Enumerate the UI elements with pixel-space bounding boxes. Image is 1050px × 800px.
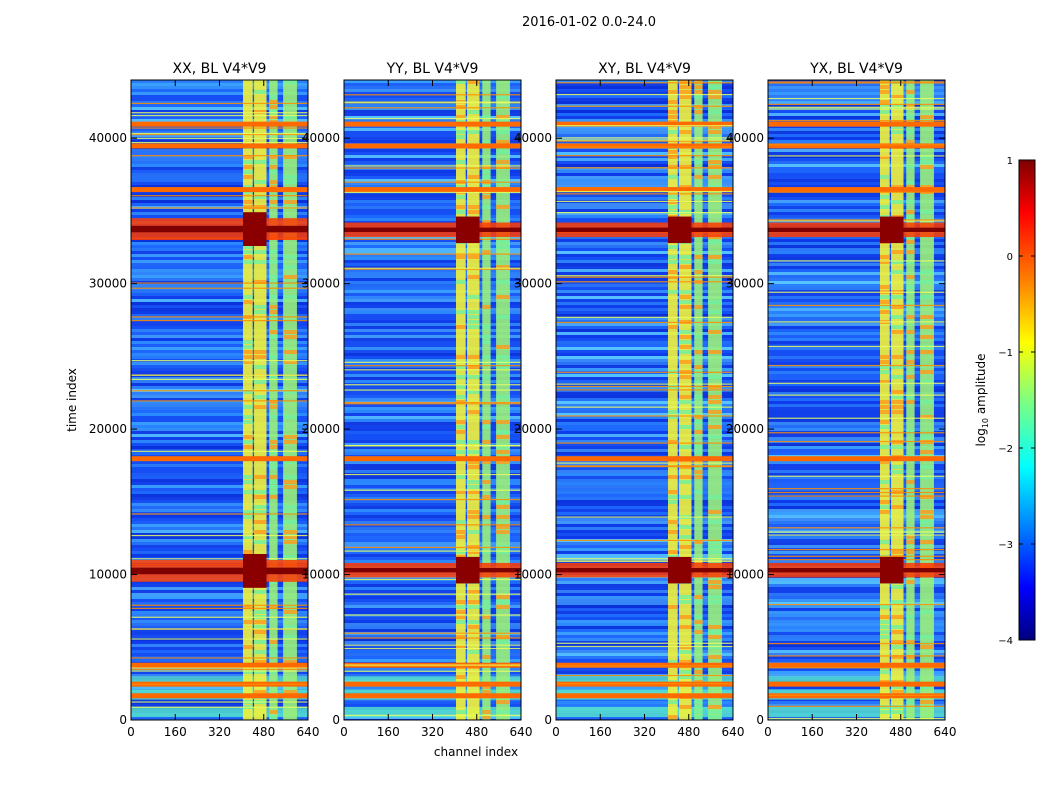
flagged-row: [556, 121, 733, 127]
colorbar-label: log10 amplitude: [974, 354, 990, 447]
colorbar-tick-label: −1: [998, 348, 1013, 359]
y-tick-label: 40000: [89, 131, 127, 145]
panel-0: XX, BL V4*V9 0 160 320 480 640 0 10000 20000 3000…: [89, 61, 320, 739]
heatmap-image: [131, 80, 308, 720]
x-tick-label: 0: [552, 725, 560, 739]
x-tick-label: 0: [127, 725, 135, 739]
panel-2: XY, BL V4*V9 0 160 320 480 640 0 10000 20000 3000…: [514, 61, 745, 739]
heatmap-image: [556, 80, 733, 720]
y-tick-label: 20000: [514, 422, 552, 436]
x-tick-label: 160: [801, 725, 824, 739]
y-tick-label: 0: [756, 713, 764, 727]
flagged-row: [556, 456, 733, 462]
flagged-row: [768, 662, 945, 668]
y-tick-label: 30000: [726, 277, 764, 291]
colorbar-tick-label: 0: [1007, 252, 1013, 263]
rfi-band: [482, 80, 491, 720]
flagged-row: [344, 456, 521, 462]
y-tick-label: 0: [544, 713, 552, 727]
x-tick-label: 640: [722, 725, 745, 739]
y-axis-label: time index: [65, 368, 79, 432]
colorbar-ticks: 1 0 −1 −2 −3 −4: [998, 156, 1035, 647]
y-tick-label: 40000: [726, 131, 764, 145]
x-tick-label: 320: [845, 725, 868, 739]
x-tick-label: 480: [889, 725, 912, 739]
rfi-band: [668, 80, 678, 720]
y-tick-label: 40000: [514, 131, 552, 145]
flagged-row: [556, 187, 733, 193]
x-axis-label: channel index: [434, 745, 518, 759]
flagged-row: [344, 693, 521, 699]
panel-title: YX, BL V4*V9: [809, 61, 903, 77]
y-tick-label: 0: [119, 713, 127, 727]
x-tick-label: 640: [934, 725, 957, 739]
colorbar: log10 amplitude 1 0 −1 −2 −3 −4: [974, 156, 1036, 647]
panel-title: YY, BL V4*V9: [386, 61, 479, 77]
x-tick-label: 320: [421, 725, 444, 739]
y-tick-label: 10000: [726, 568, 764, 582]
y-tick-label: 10000: [302, 568, 340, 582]
x-tick-label: 640: [510, 725, 533, 739]
flagged-row: [131, 456, 308, 462]
x-tick-label: 160: [377, 725, 400, 739]
rfi-band: [243, 80, 253, 720]
y-tick-label: 10000: [514, 568, 552, 582]
flagged-row: [344, 121, 521, 127]
flagged-row: [768, 681, 945, 687]
colorbar-tick-label: 1: [1007, 156, 1013, 167]
x-tick-label: 480: [252, 725, 275, 739]
x-tick-label: 640: [297, 725, 320, 739]
y-tick-label: 20000: [302, 422, 340, 436]
flagged-row: [556, 693, 733, 699]
x-tick-label: 480: [465, 725, 488, 739]
y-tick-label: 20000: [726, 422, 764, 436]
flagged-row: [344, 187, 521, 193]
y-tick-label: 30000: [514, 277, 552, 291]
panel-title: XY, BL V4*V9: [598, 61, 691, 77]
flagged-row: [344, 681, 521, 687]
flagged-row: [768, 187, 945, 193]
y-tick-label: 20000: [89, 422, 127, 436]
colorbar-tick-label: −4: [998, 636, 1013, 647]
panel-3: YX, BL V4*V9 0 160 320 480 640 0 10000 20000 3000…: [726, 61, 957, 739]
flagged-row: [344, 143, 521, 149]
y-tick-label: 30000: [89, 277, 127, 291]
x-tick-label: 480: [677, 725, 700, 739]
flagged-row: [768, 143, 945, 149]
flagged-row: [768, 456, 945, 462]
x-tick-label: 0: [340, 725, 348, 739]
colorbar-tick-label: −2: [998, 444, 1013, 455]
y-tick-label: 0: [332, 713, 340, 727]
y-tick-label: 10000: [89, 568, 127, 582]
x-tick-label: 320: [633, 725, 656, 739]
y-tick-label: 40000: [302, 131, 340, 145]
flagged-row: [131, 662, 308, 668]
flagged-row: [556, 143, 733, 149]
flagged-row: [131, 693, 308, 699]
flagged-row: [768, 121, 945, 127]
x-tick-label: 320: [208, 725, 231, 739]
colorbar-tick-label: −3: [998, 540, 1013, 551]
rfi-band: [694, 80, 703, 720]
figure-suptitle: 2016-01-02 0.0-24.0: [522, 15, 656, 30]
panel-title: XX, BL V4*V9: [173, 61, 267, 77]
rfi-band: [496, 80, 510, 720]
x-tick-label: 0: [764, 725, 772, 739]
y-tick-label: 30000: [302, 277, 340, 291]
heatmap-image: [344, 80, 521, 720]
x-tick-label: 160: [164, 725, 187, 739]
colorbar-gradient: [1018, 159, 1036, 641]
x-tick-label: 160: [589, 725, 612, 739]
panels: XX, BL V4*V9 0 160 320 480 640 0 10000 20000 3000…: [89, 61, 957, 739]
flagged-row: [131, 187, 308, 193]
flagged-row: [131, 121, 308, 127]
flagged-row: [131, 143, 308, 149]
heatmap-image: [768, 80, 945, 720]
panel-1: YY, BL V4*V9 0 160 320 480 640 0 10000 20000 3000…: [302, 61, 533, 739]
